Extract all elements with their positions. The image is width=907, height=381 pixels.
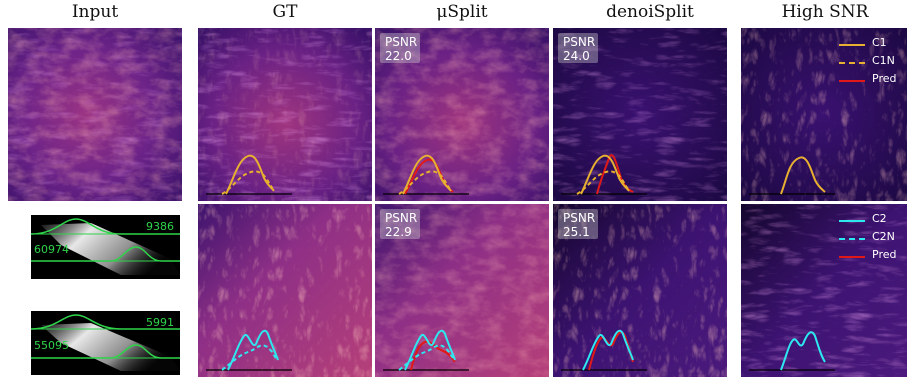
column-title-input: Input	[71, 2, 119, 22]
high-snr-bottom-image: C2 C2N Pred	[741, 204, 907, 377]
psnr-label: PSNR	[385, 35, 418, 49]
legend-item-c1n: C1N	[839, 54, 907, 70]
psnr-value: 22.0	[385, 49, 412, 63]
legend-bottom: C2 C2N Pred	[835, 204, 907, 264]
denoisplit-bottom-image: PSNR 25.1	[553, 204, 727, 377]
column-title-gt: GT	[272, 2, 298, 22]
usplit-bottom-image: PSNR 22.9	[375, 204, 549, 377]
usplit-top-image: PSNR 22.0	[375, 28, 549, 201]
legend-item-pred: Pred	[839, 72, 907, 88]
denoisplit-top-image: PSNR 24.0	[553, 28, 727, 201]
high-snr-top-image: C1 C1N Pred	[741, 28, 907, 201]
histogram-1-right-value: 9386	[146, 220, 174, 233]
psnr-badge-usplit-top: PSNR 22.0	[380, 33, 420, 63]
psnr-value: 22.9	[385, 225, 412, 239]
gt-bottom-image	[198, 204, 372, 377]
input-image	[8, 28, 182, 201]
legend-item-c1: C1	[839, 36, 907, 52]
legend-label: C1	[872, 36, 887, 49]
psnr-badge-usplit-bottom: PSNR 22.9	[380, 209, 420, 239]
legend-label: C1N	[872, 54, 895, 67]
gt-top-image	[198, 28, 372, 201]
legend-label: Pred	[872, 248, 897, 261]
legend-item-pred: Pred	[839, 248, 907, 264]
legend-label: C2	[872, 212, 887, 225]
psnr-badge-denoisplit-top: PSNR 24.0	[558, 33, 598, 63]
legend-item-c2: C2	[839, 212, 907, 228]
legend-item-c2n: C2N	[839, 230, 907, 246]
psnr-value: 24.0	[563, 49, 590, 63]
histogram-1: 9386 60974	[31, 215, 180, 279]
histogram-2: 5991 55095	[31, 311, 180, 375]
psnr-label: PSNR	[563, 211, 596, 225]
legend-top: C1 C1N Pred	[835, 28, 907, 88]
histogram-2-right-value: 5991	[146, 316, 174, 329]
legend-label: Pred	[872, 72, 897, 85]
histogram-2-left-value: 55095	[34, 339, 69, 352]
legend-label: C2N	[872, 230, 895, 243]
psnr-label: PSNR	[563, 35, 596, 49]
column-title-usplit: μSplit	[436, 2, 488, 22]
psnr-value: 25.1	[563, 225, 590, 239]
psnr-label: PSNR	[385, 211, 418, 225]
psnr-badge-denoisplit-bottom: PSNR 25.1	[558, 209, 598, 239]
column-title-high-snr: High SNR	[781, 2, 869, 22]
histogram-1-left-value: 60974	[34, 243, 69, 256]
column-title-denoisplit: denoiSplit	[606, 2, 694, 22]
